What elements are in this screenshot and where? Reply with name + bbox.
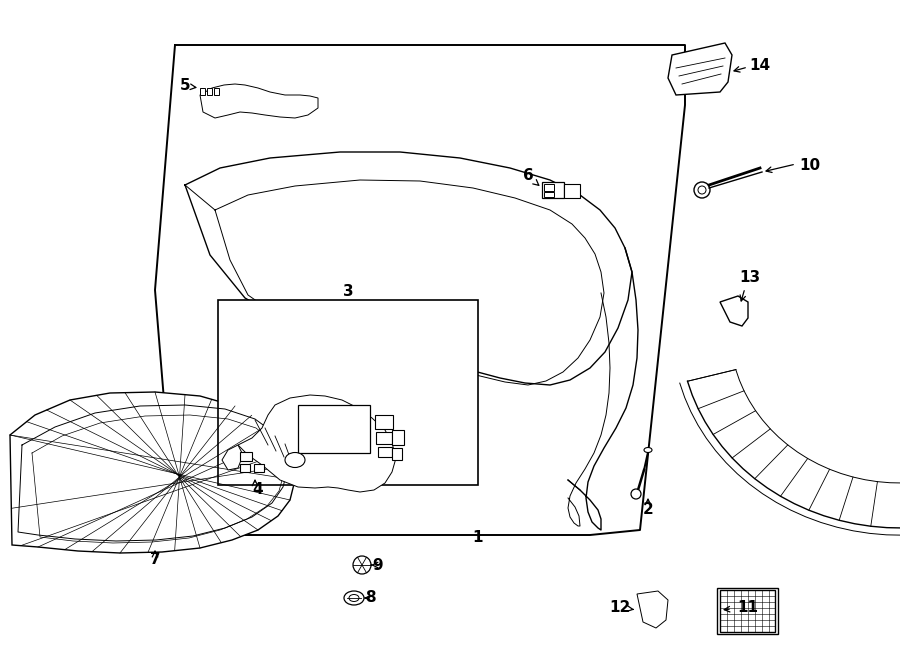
Circle shape (698, 186, 706, 194)
Bar (378, 447, 392, 457)
Circle shape (694, 182, 710, 198)
Bar (375, 415, 393, 429)
Bar (392, 448, 402, 460)
Ellipse shape (344, 591, 364, 605)
Ellipse shape (349, 594, 359, 602)
Ellipse shape (285, 453, 305, 467)
Bar (218, 300, 478, 485)
Text: 3: 3 (343, 284, 354, 299)
Text: 6: 6 (523, 169, 534, 184)
Bar (240, 464, 250, 472)
Text: 13: 13 (740, 270, 760, 286)
Bar (544, 184, 554, 191)
Circle shape (353, 556, 371, 574)
Text: 14: 14 (750, 58, 770, 73)
Bar (207, 88, 212, 95)
Text: 5: 5 (180, 77, 190, 93)
Bar (298, 405, 370, 453)
Circle shape (631, 489, 641, 499)
Text: 2: 2 (643, 502, 653, 518)
Polygon shape (200, 84, 318, 118)
Text: 8: 8 (364, 590, 375, 605)
Bar (376, 432, 392, 444)
Bar (564, 184, 580, 198)
Polygon shape (10, 392, 295, 553)
Polygon shape (238, 395, 396, 492)
Bar (214, 88, 219, 95)
Bar (720, 590, 775, 632)
Text: 12: 12 (609, 600, 631, 615)
Text: 10: 10 (799, 157, 821, 173)
Text: 11: 11 (737, 600, 759, 615)
Ellipse shape (644, 447, 652, 453)
Bar (542, 182, 564, 198)
Text: 7: 7 (149, 553, 160, 568)
Polygon shape (668, 43, 732, 95)
Bar (200, 88, 205, 95)
Polygon shape (720, 296, 748, 326)
Text: 1: 1 (472, 531, 483, 545)
Polygon shape (637, 591, 668, 628)
Bar (254, 464, 264, 472)
Text: 4: 4 (253, 483, 264, 498)
Polygon shape (222, 445, 243, 470)
Bar (544, 192, 554, 197)
Bar (392, 430, 404, 445)
Text: 9: 9 (373, 557, 383, 572)
Bar (717, 588, 778, 634)
Bar (240, 452, 252, 461)
